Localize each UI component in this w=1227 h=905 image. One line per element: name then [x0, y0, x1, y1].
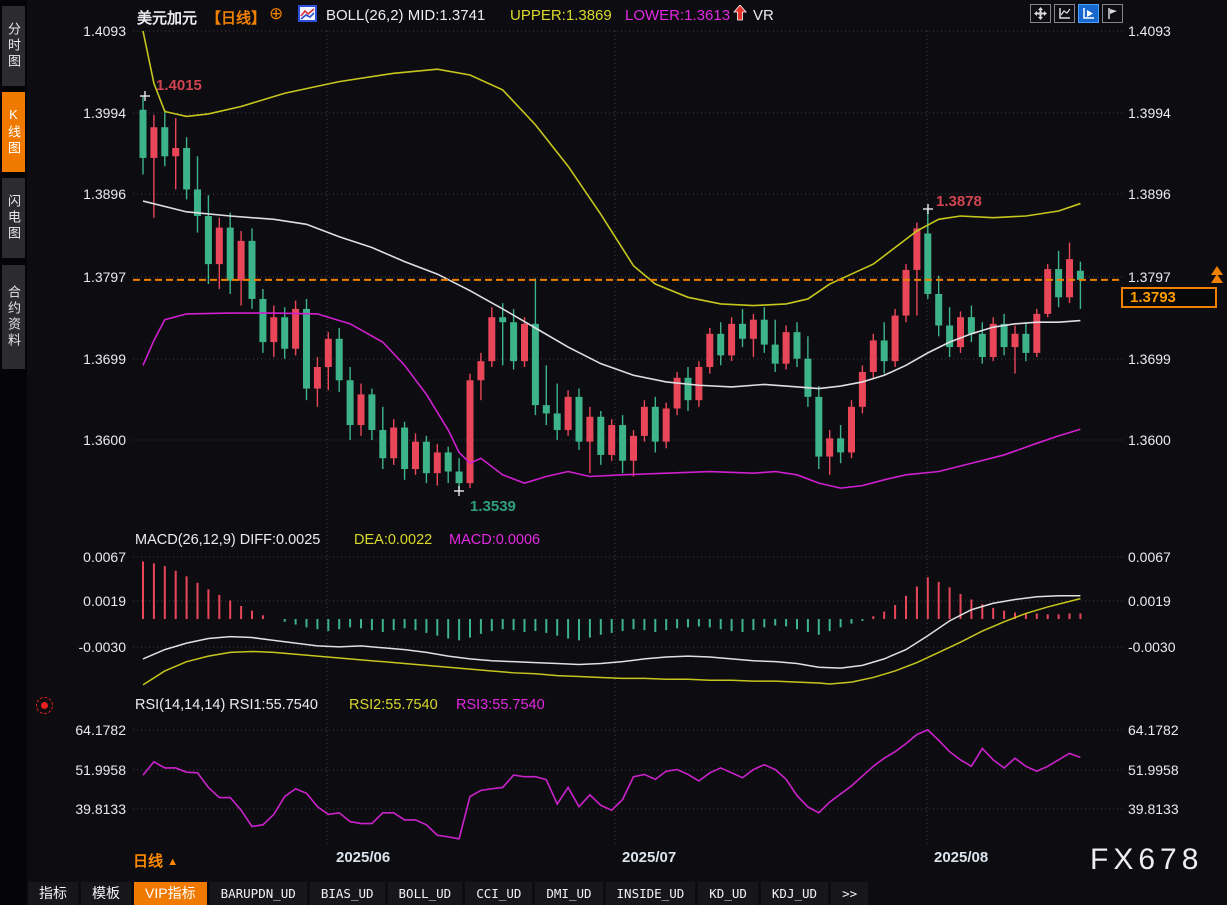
axis-label: 1.3896: [83, 186, 126, 202]
axis-label: 64.1782: [1128, 722, 1179, 738]
sidebar-tab-0[interactable]: 分时图: [2, 6, 25, 86]
axis-label: 51.9958: [75, 762, 126, 778]
axis-label: 1.3699: [1128, 351, 1171, 367]
axis-label: 39.8133: [75, 801, 126, 817]
timeframe-selector[interactable]: 日线 ▲: [133, 850, 178, 871]
vr-indicator-label[interactable]: VR: [753, 7, 774, 24]
period-label[interactable]: 【日线】: [206, 10, 267, 27]
rsi1-readout: RSI(14,14,14) RSI1:55.7540: [135, 697, 318, 713]
sidebar-tab-3[interactable]: 合约资料: [2, 265, 25, 369]
symbol-title: 美元加元: [137, 10, 198, 27]
axis-label: 39.8133: [1128, 801, 1179, 817]
rsi3-readout: RSI3:55.7540: [456, 697, 545, 713]
axis-label: 1.3896: [1128, 186, 1171, 202]
bottom-tab--[interactable]: 指标: [28, 882, 78, 905]
current-price-tag: 1.3793: [1121, 287, 1217, 308]
axis-scale-button[interactable]: [1054, 4, 1075, 23]
time-axis-label: 2025/07: [622, 849, 677, 866]
bottom-tab--[interactable]: 模板: [81, 882, 131, 905]
indicator-tab-bar: 指标 模板 VIP指标 BARUPDN_UD BIAS_UD BOLL_UD CCI_UD D…: [28, 882, 869, 905]
triangle-up-icon: ▲: [167, 856, 179, 868]
axis-label: 1.3600: [1128, 432, 1171, 448]
live-status-dot-icon: [36, 697, 53, 714]
indicator-chart-icon[interactable]: [298, 5, 317, 26]
sidebar-tab-2[interactable]: 闪电图: [2, 178, 25, 258]
boll-mid-readout: BOLL(26,2) MID:1.3741: [326, 7, 486, 24]
timeframe-label: 日线: [133, 853, 164, 870]
axis-label: 0.0019: [1128, 593, 1171, 609]
sidebar-tab-1[interactable]: K线图: [2, 92, 25, 172]
bottom-tab-kdj-ud[interactable]: KDJ_UD: [760, 882, 829, 905]
time-axis-label: 2025/06: [336, 849, 391, 866]
time-axis-label: 2025/08: [934, 849, 989, 866]
axis-label: 1.3994: [1128, 105, 1171, 121]
axis-label: 1.4093: [1128, 23, 1171, 39]
bottom-tab-boll-ud[interactable]: BOLL_UD: [387, 882, 463, 905]
axis-label: 64.1782: [75, 722, 126, 738]
axis-label: -0.0030: [1128, 639, 1176, 655]
bottom-tab-cci-ud[interactable]: CCI_UD: [465, 882, 533, 905]
bottom-tab-bias-ud[interactable]: BIAS_UD: [309, 882, 385, 905]
crosshair-target-icon[interactable]: ⊕: [269, 4, 284, 23]
bottom-tab-inside-ud[interactable]: INSIDE_UD: [605, 882, 696, 905]
axis-label: 0.0067: [1128, 549, 1171, 565]
bottom-tab-vip-[interactable]: VIP指标: [134, 882, 207, 905]
axis-label: -0.0030: [78, 639, 126, 655]
pan-mode-button[interactable]: [1030, 4, 1051, 23]
bottom-tab-barupdn-ud[interactable]: BARUPDN_UD: [209, 882, 307, 905]
macd-macd-readout: MACD:0.0006: [449, 532, 541, 548]
rsi2-readout: RSI2:55.7540: [349, 697, 438, 713]
boll-upper-readout: UPPER:1.3869: [510, 7, 612, 24]
measure-flag-button[interactable]: [1102, 4, 1123, 23]
macd-diff-readout: MACD(26,12,9) DIFF:0.0025: [135, 532, 321, 548]
extreme-price-annotation: 1.3539: [470, 498, 516, 515]
axis-label: 1.4093: [83, 23, 126, 39]
chart-type-sidebar: 分时图 K线图闪电图合约资料: [0, 0, 27, 905]
extreme-price-annotation: 1.3878: [936, 193, 982, 210]
bottom-tab-kd-ud[interactable]: KD_UD: [698, 882, 758, 905]
bottom-tab-dmi-ud[interactable]: DMI_UD: [535, 882, 603, 905]
axis-label: 0.0067: [83, 549, 126, 565]
boll-lower-readout: LOWER:1.3613: [625, 7, 731, 24]
axis-label: 1.3994: [83, 105, 126, 121]
macd-dea-readout: DEA:0.0022: [354, 532, 433, 548]
axis-label: 1.3797: [83, 269, 126, 285]
axis-label: 1.3797: [1128, 269, 1171, 285]
axis-label: 1.3699: [83, 351, 126, 367]
axis-label: 1.3600: [83, 432, 126, 448]
up-arrow-icon: [733, 4, 747, 25]
axis-label: 51.9958: [1128, 762, 1179, 778]
extreme-price-annotation: 1.4015: [156, 77, 202, 94]
playback-chart-button[interactable]: [1078, 4, 1099, 23]
watermark: FX678: [1090, 843, 1204, 876]
bottom-tab--[interactable]: >>: [831, 882, 869, 905]
axis-label: 0.0019: [83, 593, 126, 609]
